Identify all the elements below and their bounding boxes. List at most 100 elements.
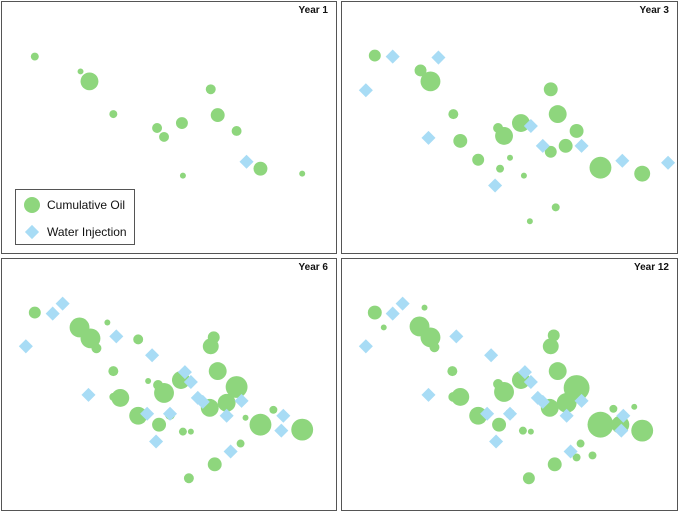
cumulative-oil-marker: [589, 156, 612, 179]
cumulative-oil-marker: [569, 124, 584, 138]
water-injection-marker: [431, 50, 446, 65]
cumulative-oil-marker: [634, 165, 651, 182]
cumulative-oil-marker: [80, 328, 101, 349]
cumulative-oil-marker: [548, 105, 567, 124]
cumulative-oil-marker: [588, 451, 597, 460]
water-injection-marker: [385, 306, 400, 321]
water-injection-marker: [502, 406, 518, 421]
water-injection-marker: [480, 406, 495, 421]
cumulative-oil-marker: [104, 319, 111, 326]
cumulative-oil-marker: [527, 428, 534, 435]
cumulative-oil-marker: [367, 305, 382, 320]
cumulative-oil-marker: [544, 145, 557, 158]
scatter-plot-year-6: [18, 296, 314, 484]
cumulative-oil-marker: [111, 388, 130, 407]
water-injection-marker: [219, 408, 234, 423]
water-injection-marker: [358, 339, 373, 354]
legend-water-swatch: [24, 224, 40, 240]
cumulative-oil-marker: [507, 154, 513, 161]
cumulative-oil-marker: [453, 133, 468, 148]
cumulative-oil-marker: [542, 338, 559, 355]
cumulative-oil-marker: [154, 383, 174, 403]
cumulative-oil-marker: [91, 343, 102, 354]
circle-marker-icon: [22, 196, 42, 214]
water-injection-marker: [149, 434, 164, 449]
cumulative-oil-marker: [492, 417, 507, 432]
water-injection-marker: [563, 444, 578, 459]
cumulative-oil-marker: [429, 342, 440, 353]
cumulative-oil-marker: [547, 457, 562, 472]
cumulative-oil-marker: [522, 472, 535, 485]
diamond-marker-icon: [22, 223, 42, 241]
cumulative-oil-marker: [447, 366, 458, 377]
water-injection-marker: [140, 406, 155, 421]
panel-title: Year 6: [298, 262, 328, 273]
cumulative-oil-marker: [576, 439, 585, 448]
cumulative-oil-marker: [526, 218, 533, 225]
cumulative-oil-marker: [420, 71, 441, 92]
water-injection-marker: [45, 306, 60, 321]
water-injection-marker: [276, 408, 291, 423]
cumulative-oil-marker: [207, 457, 222, 472]
cumulative-oil-marker: [145, 378, 152, 385]
water-injection-marker: [489, 434, 504, 449]
cumulative-oil-marker: [208, 362, 227, 381]
water-injection-marker: [421, 387, 436, 402]
cumulative-oil-marker: [183, 473, 194, 484]
cumulative-oil-marker: [28, 306, 41, 319]
cumulative-oil-marker: [631, 419, 654, 442]
cumulative-oil-marker: [414, 64, 427, 77]
cumulative-oil-marker: [448, 109, 459, 120]
scatter-plot-year-1: [30, 52, 306, 179]
cumulative-oil-marker: [179, 172, 186, 179]
cumulative-oil-marker: [496, 164, 505, 173]
panel-year-12: Year 12: [341, 258, 678, 511]
scatter-plot-year-12: [358, 296, 654, 485]
cumulative-oil-marker: [109, 392, 118, 401]
water-injection-marker: [18, 339, 33, 354]
cumulative-oil-marker: [609, 404, 618, 413]
cumulative-oil-marker: [421, 304, 428, 311]
cumulative-oil-marker: [380, 324, 387, 331]
water-injection-marker: [162, 406, 178, 421]
water-injection-marker: [574, 393, 589, 408]
water-injection-marker: [559, 408, 574, 423]
cumulative-oil-marker: [205, 84, 216, 95]
water-injection-marker: [234, 393, 249, 408]
water-injection-marker: [385, 49, 400, 64]
water-injection-marker: [145, 348, 160, 363]
scatter-plot-year-3: [358, 49, 676, 225]
panel-title: Year 3: [639, 5, 669, 16]
panel-year-3: Year 3: [341, 1, 678, 254]
cumulative-oil-marker: [558, 138, 573, 153]
cumulative-oil-marker: [556, 392, 577, 413]
cumulative-oil-marker: [210, 108, 225, 123]
panel-year-6: Year 6: [1, 258, 337, 511]
water-injection-marker: [615, 153, 630, 168]
cumulative-oil-marker: [572, 453, 581, 462]
cumulative-oil-marker: [495, 127, 513, 145]
legend-label-water: Water Injection: [47, 225, 127, 239]
cumulative-oil-marker: [242, 414, 249, 421]
cumulative-oil-marker: [249, 413, 272, 436]
cumulative-oil-marker: [159, 131, 169, 142]
cumulative-oil-marker: [80, 72, 99, 91]
cumulative-oil-marker: [548, 362, 567, 381]
cumulative-oil-marker: [175, 117, 188, 129]
legend-item-water-injection: Water Injection: [22, 223, 127, 241]
cumulative-oil-marker: [543, 82, 558, 97]
cumulative-oil-marker: [152, 123, 163, 133]
water-injection-marker: [195, 394, 210, 409]
legend: Cumulative Oil Water Injection: [15, 189, 135, 245]
cumulative-oil-marker: [225, 376, 248, 398]
panel-year-1: Year 1 Cumulative Oil Water Injection: [1, 1, 337, 254]
cumulative-oil-marker: [231, 126, 242, 136]
cumulative-oil-marker: [494, 382, 514, 402]
legend-label-oil: Cumulative Oil: [47, 198, 126, 212]
water-injection-marker: [81, 387, 96, 402]
water-injection-marker: [239, 154, 254, 169]
water-injection-marker: [55, 296, 70, 311]
cumulative-oil-marker: [518, 426, 527, 435]
cumulative-oil-marker: [472, 153, 485, 166]
